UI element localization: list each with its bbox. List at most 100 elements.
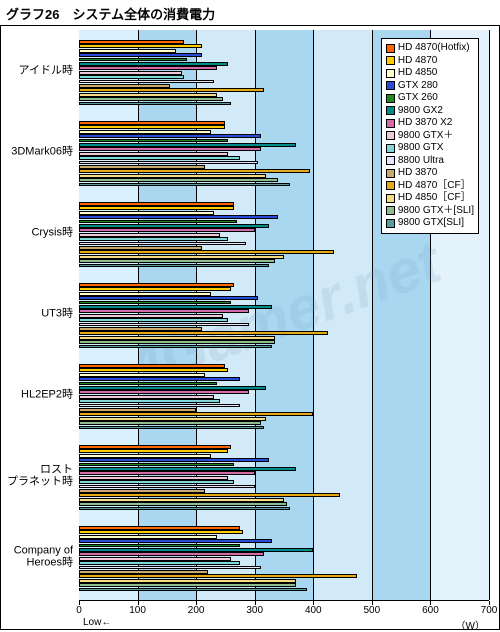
bar [79, 471, 255, 475]
legend-item: GTX 260 [386, 92, 474, 105]
legend-swatch [386, 81, 395, 90]
bar [79, 485, 255, 489]
legend-label: 9800 GX2 [398, 105, 443, 118]
bar [79, 53, 202, 57]
legend-label: GTX 280 [398, 80, 438, 93]
y-axis-label: UT3時 [41, 307, 73, 320]
bar [79, 445, 231, 449]
bar [79, 250, 334, 254]
bar [79, 552, 264, 556]
legend-label: HD 4870［CF］ [398, 180, 471, 193]
legend-label: GTX 260 [398, 92, 438, 105]
bar [79, 233, 220, 237]
bar [79, 535, 217, 539]
bar [79, 211, 214, 215]
bar [79, 480, 234, 484]
bar [79, 242, 246, 246]
legend-swatch [386, 94, 395, 103]
bar [79, 583, 296, 587]
bar [79, 526, 240, 530]
legend-swatch [386, 194, 395, 203]
bar [79, 224, 269, 228]
bar [79, 507, 290, 511]
x-unit-label: （W） [456, 617, 485, 632]
bar [79, 395, 214, 399]
y-axis-label: Crysis時 [31, 226, 73, 239]
bar [79, 102, 231, 106]
bar [79, 264, 269, 268]
legend-label: HD 3870 [398, 167, 437, 180]
legend-label: HD 4870(Hotfix) [398, 42, 470, 55]
x-tick-label: 400 [305, 605, 322, 616]
legend-swatch [386, 106, 395, 115]
bar [79, 134, 261, 138]
legend-item: HD 4870(Hotfix) [386, 42, 474, 55]
bar [79, 498, 284, 502]
bar [79, 97, 223, 101]
legend-swatch [386, 44, 395, 53]
legend-item: 9800 GTX [386, 142, 474, 155]
bar [79, 121, 225, 125]
bar [79, 75, 184, 79]
bar [79, 183, 290, 187]
bar [79, 458, 269, 462]
x-tick-label: 0 [76, 605, 82, 616]
bar [79, 178, 278, 182]
legend-label: 8800 Ultra [398, 155, 444, 168]
x-tick-label: 100 [129, 605, 146, 616]
bar [79, 336, 275, 340]
bar [79, 125, 225, 129]
gridline [489, 30, 490, 600]
legend: HD 4870(Hotfix)HD 4870HD 4850GTX 280GTX … [381, 38, 479, 234]
bar [79, 283, 234, 287]
bar [79, 139, 228, 143]
legend-label: HD 4850 [398, 67, 437, 80]
legend-item: GTX 280 [386, 80, 474, 93]
bar [79, 44, 202, 48]
legend-item: 8800 Ultra [386, 155, 474, 168]
bar [79, 417, 266, 421]
bar [79, 84, 170, 88]
bar [79, 386, 266, 390]
bar [79, 489, 205, 493]
x-axis: Low← （W） 0100200300400500600700 [79, 600, 489, 630]
legend-item: HD 3870 [386, 167, 474, 180]
y-axis-labels: アイドル時3DMark06時Crysis時UT3時HL2EP2時ロスト プラネッ… [1, 30, 77, 600]
y-axis-label: ロスト プラネット時 [7, 463, 73, 488]
bar [79, 426, 264, 430]
y-axis-label: 3DMark06時 [11, 145, 73, 158]
bar [79, 588, 307, 592]
bar [79, 246, 202, 250]
y-axis-label: HL2EP2時 [21, 388, 73, 401]
bar [79, 49, 176, 53]
legend-item: 9800 GX2 [386, 105, 474, 118]
legend-item: HD 4870［CF］ [386, 180, 474, 193]
legend-swatch [386, 69, 395, 78]
bar [79, 287, 231, 291]
bar [79, 228, 255, 232]
bar [79, 220, 237, 224]
legend-item: 9800 GTX＋ [386, 130, 474, 143]
bar [79, 93, 217, 97]
bar [79, 71, 182, 75]
bar [79, 80, 214, 84]
bar [79, 561, 240, 565]
category-group [79, 516, 489, 597]
bar [79, 301, 231, 305]
legend-swatch [386, 219, 395, 228]
x-tick-label: 300 [246, 605, 263, 616]
bar [79, 364, 225, 368]
chart-title: グラフ26 システム全体の消費電力 [0, 0, 500, 25]
bar [79, 454, 211, 458]
bar [79, 152, 228, 156]
category-group [79, 354, 489, 435]
bar [79, 493, 340, 497]
legend-label: HD 3870 X2 [398, 117, 452, 130]
bar [79, 467, 296, 471]
bar [79, 161, 258, 165]
bar [79, 331, 328, 335]
bar [79, 255, 284, 259]
legend-swatch [386, 169, 395, 178]
bar [79, 202, 234, 206]
legend-swatch [386, 144, 395, 153]
